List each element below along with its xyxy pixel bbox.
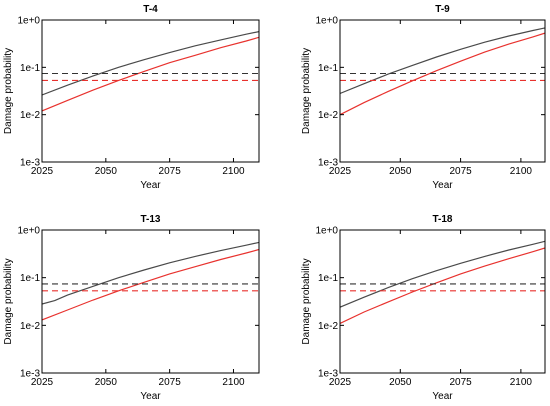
y-tick-label: 1e+0 [315,226,338,237]
y-axis-label: Damage probability [3,48,14,134]
x-tick-label: 2100 [510,166,533,177]
chart-panel-t-9: 2025 2050 2075 2100 1e-3 1e-2 1e-1 1e+0 T-9 Year D… [301,4,546,191]
series-line-0 [42,31,259,96]
x-tick-label: 2025 [31,166,54,177]
y-tick-label: 1e-2 [318,110,338,121]
x-tick-label: 2050 [95,377,118,388]
chart-panel-t-18: 2025 2050 2075 2100 1e-3 1e-2 1e-1 1e+0 T-18 Year… [301,214,546,402]
series-group [340,27,545,116]
x-tick-label: 2100 [222,377,245,388]
x-tick-label: 2100 [510,377,533,388]
y-tick-label: 1e+0 [17,226,40,237]
x-axis-label: Year [432,391,453,402]
x-tick-label: 2025 [329,166,352,177]
x-tick-label: 2050 [389,166,412,177]
x-tick-label: 2025 [329,377,352,388]
plot-frame [41,229,260,374]
series-group [42,31,259,112]
x-axis-label: Year [140,180,161,191]
series-line-0 [42,241,259,305]
y-tick-label: 1e-2 [318,321,338,332]
plot-frame [41,19,260,163]
chart-panel-t-13: 2025 2050 2075 2100 1e-3 1e-2 1e-1 1e+0 T-13 Year… [3,214,260,402]
x-tick-label: 2050 [95,166,118,177]
series-line-0 [340,27,545,95]
x-axis-label: Year [140,391,161,402]
x-tick-label: 2025 [31,377,54,388]
y-tick-label: 1e+0 [315,16,338,27]
series-line-0 [340,240,545,308]
x-tick-label: 2075 [159,377,182,388]
series-group [42,241,259,321]
x-axis-label: Year [432,180,453,191]
y-tick-label: 1e-3 [318,369,338,380]
x-tick-label: 2050 [389,377,412,388]
y-axis-label: Damage probability [3,258,14,344]
y-tick-label: 1e-2 [20,321,40,332]
panel-title: T-13 [140,214,160,225]
plot-frame [339,229,546,374]
series-group [340,240,545,324]
y-tick-label: 1e-1 [318,273,338,284]
y-tick-label: 1e-3 [20,158,40,169]
y-axis-label: Damage probability [301,258,312,344]
plot-frame [339,19,546,163]
x-tick-label: 2075 [449,166,472,177]
y-tick-label: 1e+0 [17,16,40,27]
series-line-1 [340,247,545,324]
y-tick-label: 1e-2 [20,110,40,121]
y-tick-label: 1e-1 [20,63,40,74]
x-tick-label: 2100 [222,166,245,177]
chart-panel-t-4: 2025 2050 2075 2100 1e-3 1e-2 1e-1 1e+0 T-4 Year D… [3,4,260,191]
series-line-1 [42,248,259,321]
x-tick-label: 2075 [449,377,472,388]
panel-title: T-18 [432,214,452,225]
y-tick-label: 1e-3 [20,369,40,380]
series-line-1 [340,32,545,116]
panel-title: T-4 [143,4,158,15]
y-tick-label: 1e-1 [20,273,40,284]
y-tick-label: 1e-1 [318,63,338,74]
x-tick-label: 2075 [159,166,182,177]
series-line-1 [42,36,259,112]
y-tick-label: 1e-3 [318,158,338,169]
panel-title: T-9 [435,4,450,15]
y-axis-label: Damage probability [301,48,312,134]
